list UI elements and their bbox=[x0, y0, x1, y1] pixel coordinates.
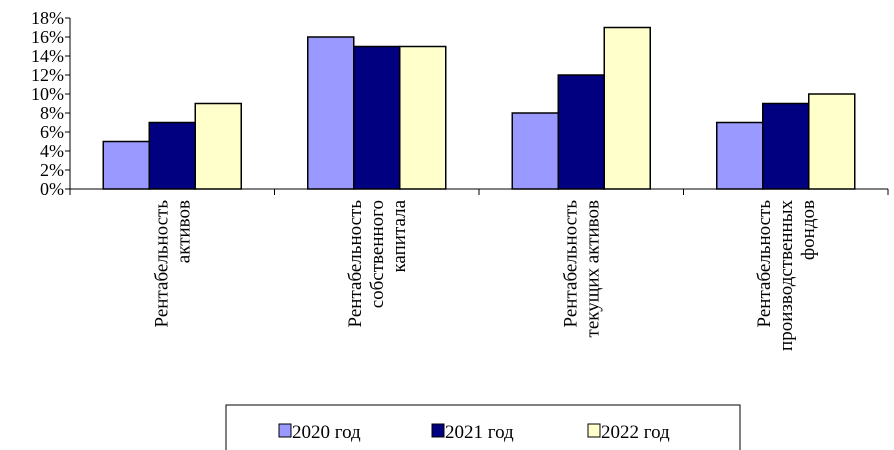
category-labels: Рентабельность активов Рентабельность собст… bbox=[151, 199, 819, 351]
category-label-line: активов bbox=[173, 200, 194, 263]
legend-swatch bbox=[587, 423, 601, 438]
legend-swatch bbox=[278, 423, 292, 438]
bar bbox=[353, 45, 401, 190]
category-label-line: капитала bbox=[389, 199, 410, 272]
bar bbox=[148, 121, 196, 190]
bar bbox=[194, 102, 242, 190]
bar bbox=[399, 45, 447, 190]
y-tick-label: 12% bbox=[31, 65, 64, 85]
y-tick-label: 10% bbox=[31, 84, 64, 104]
bar bbox=[102, 140, 150, 190]
bar bbox=[762, 102, 810, 190]
legend: 2020 год 2021 год 2022 год bbox=[225, 404, 741, 450]
y-tick-label: 18% bbox=[31, 8, 64, 28]
legend-label: 2022 год bbox=[601, 422, 670, 443]
bars bbox=[102, 26, 856, 190]
y-tick-label: 8% bbox=[40, 103, 64, 123]
y-axis-ticks: 0%2%4%6%8%10%12%14%16%18% bbox=[31, 8, 70, 199]
legend-label: 2020 год bbox=[292, 422, 361, 443]
bar bbox=[557, 74, 605, 190]
category-label-line: Рентабельность bbox=[560, 200, 581, 328]
category-label-line: текущих активов bbox=[582, 200, 603, 337]
bar bbox=[511, 112, 559, 190]
category-label: Рентабельность производственных фондов bbox=[754, 200, 819, 351]
category-label-line: Рентабельность bbox=[754, 200, 775, 328]
y-tick-label: 2% bbox=[40, 160, 64, 180]
y-tick-label: 0% bbox=[40, 179, 64, 199]
y-tick-label: 4% bbox=[40, 141, 64, 161]
category-label: Рентабельность активов bbox=[151, 200, 194, 328]
bar bbox=[603, 26, 651, 190]
bar bbox=[808, 93, 856, 190]
y-tick-label: 14% bbox=[31, 46, 64, 66]
bar bbox=[307, 36, 355, 190]
legend-box bbox=[225, 404, 741, 450]
category-label-line: собственного bbox=[367, 200, 388, 308]
y-tick-label: 16% bbox=[31, 27, 64, 47]
legend-label: 2021 год bbox=[445, 422, 514, 443]
category-label-line: производственных bbox=[776, 200, 797, 351]
category-label: Рентабельность текущих активов bbox=[560, 200, 603, 338]
y-tick-label: 6% bbox=[40, 122, 64, 142]
category-label-line: Рентабельность bbox=[345, 200, 366, 328]
legend-swatch bbox=[431, 423, 445, 438]
category-label-line: фондов bbox=[798, 200, 819, 260]
bar bbox=[716, 121, 764, 190]
category-label: Рентабельность собственного капитала bbox=[345, 199, 410, 327]
category-label-line: Рентабельность bbox=[151, 200, 172, 328]
axes bbox=[69, 18, 889, 195]
